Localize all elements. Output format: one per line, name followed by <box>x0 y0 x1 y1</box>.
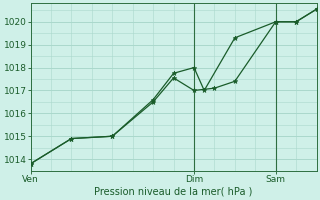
X-axis label: Pression niveau de la mer( hPa ): Pression niveau de la mer( hPa ) <box>94 187 253 197</box>
